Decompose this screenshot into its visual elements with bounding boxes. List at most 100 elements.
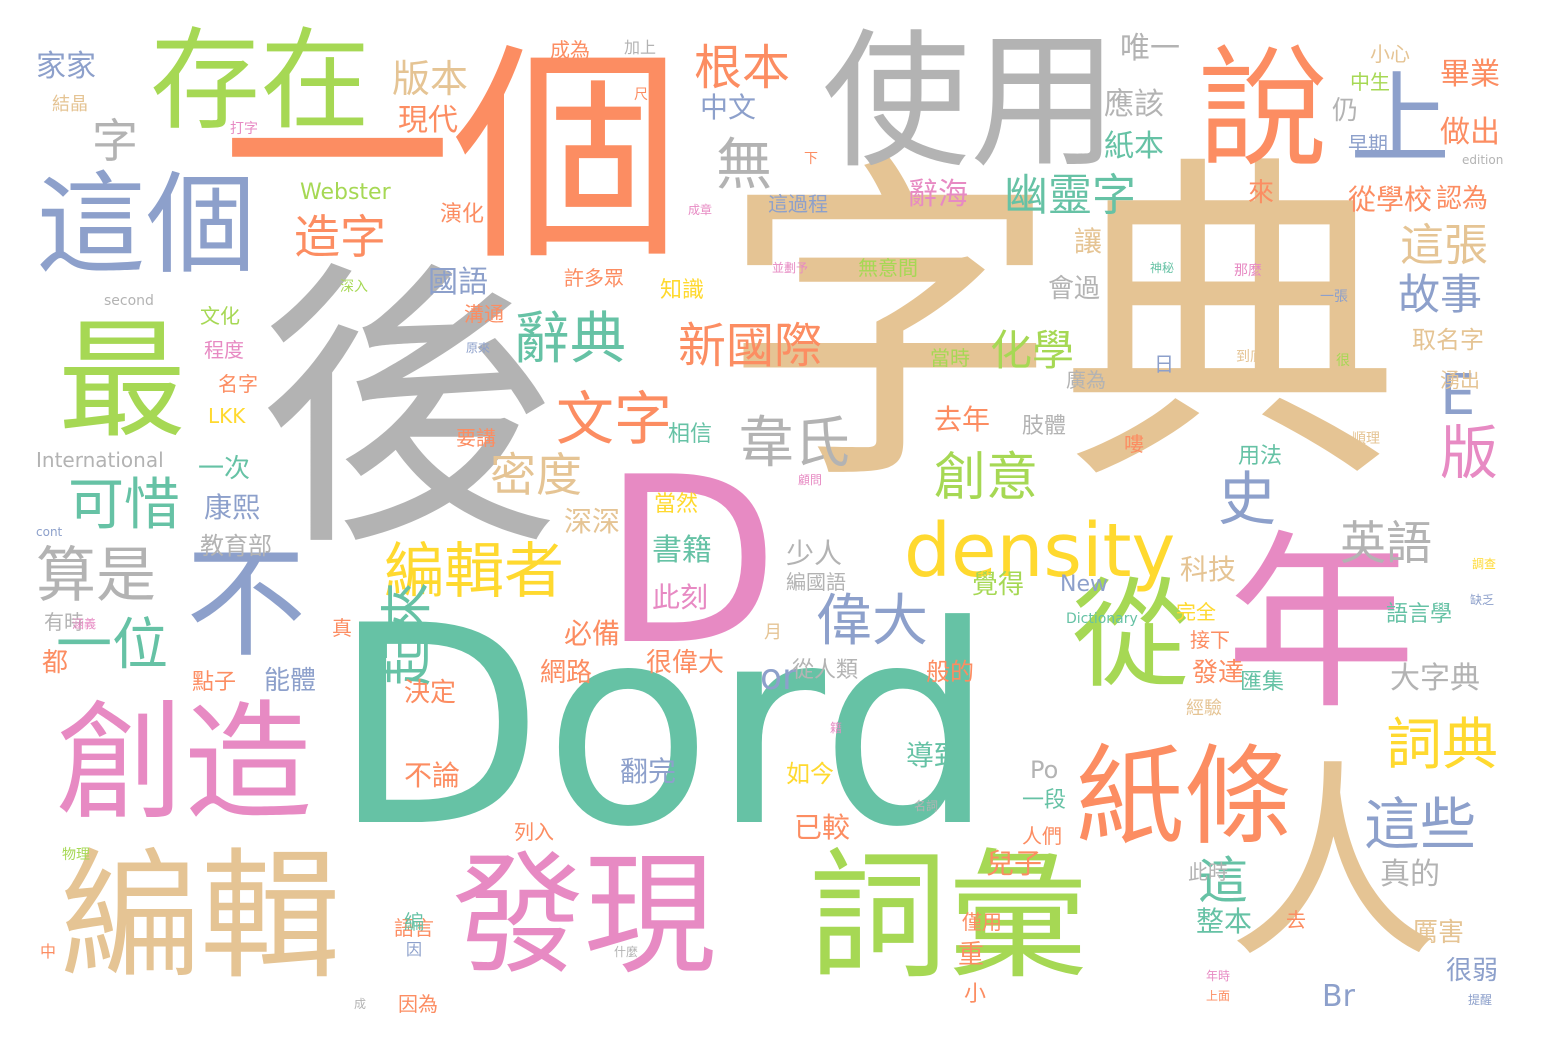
cloud-word: 使用 <box>822 16 1118 188</box>
cloud-word: 因為 <box>398 992 438 1016</box>
cloud-word: 必備 <box>564 617 621 650</box>
cloud-word: 幽靈字 <box>1004 170 1136 221</box>
cloud-word: 神秘 <box>1150 261 1175 275</box>
cloud-word: 許多眾 <box>564 266 624 290</box>
cloud-word: 什麼 <box>614 945 639 959</box>
cloud-word: 日 <box>1154 352 1174 376</box>
cloud-word: 來 <box>1248 178 1275 208</box>
cloud-word: 語言學 <box>1386 602 1453 627</box>
cloud-word: 應該 <box>1104 87 1164 122</box>
cloud-word: Webster <box>300 180 391 205</box>
cloud-word: 故事 <box>1398 270 1483 319</box>
cloud-word: 韋氏 <box>738 411 850 476</box>
cloud-word: 程度 <box>204 338 244 362</box>
cloud-word: 書籍 <box>652 533 712 568</box>
cloud-word: 中文 <box>700 91 757 124</box>
cloud-word: 顧問 <box>798 473 823 487</box>
cloud-word: 中 <box>40 942 57 961</box>
cloud-word: 兒子 <box>986 847 1043 880</box>
cloud-word: 不 <box>186 535 306 674</box>
cloud-word: 字 <box>92 114 138 168</box>
cloud-word: 科技 <box>1180 553 1237 586</box>
cloud-word: 成 <box>354 997 367 1011</box>
cloud-word: 演化 <box>440 202 485 227</box>
cloud-word: 密度 <box>490 448 582 502</box>
cloud-word: LKK <box>208 404 246 428</box>
cloud-word: 要講 <box>456 426 496 450</box>
cloud-word: 籍 <box>830 721 843 735</box>
cloud-word: 湧出 <box>1440 368 1480 392</box>
cloud-word: 有時 <box>44 610 84 634</box>
cloud-word: 發現 <box>452 839 716 993</box>
cloud-word: 偉大 <box>816 589 928 654</box>
cloud-word: 版 <box>1440 419 1499 487</box>
cloud-word: 無意間 <box>858 256 918 280</box>
cloud-word: 成為 <box>550 38 590 62</box>
cloud-word: 月 <box>764 622 782 643</box>
cloud-word: Dord <box>332 567 995 887</box>
cloud-word: 因 <box>406 940 423 959</box>
cloud-word: 從學校 <box>1348 183 1433 216</box>
cloud-word: 溝通 <box>464 302 504 326</box>
cloud-word: 唯一 <box>1120 31 1180 66</box>
cloud-word: 調查 <box>1472 557 1497 571</box>
cloud-word: 做出 <box>1440 115 1500 150</box>
cloud-word: 畢業 <box>1440 57 1500 92</box>
cloud-word: 點子 <box>192 670 237 695</box>
cloud-word: 取名字 <box>1412 326 1484 354</box>
cloud-word: 康熙 <box>204 491 261 524</box>
cloud-word: 重 <box>958 940 985 970</box>
cloud-word: 都 <box>42 648 69 678</box>
cloud-word: 決定 <box>404 678 457 708</box>
cloud-word: 少人 <box>786 537 843 570</box>
cloud-word: 列入 <box>514 820 554 844</box>
cloud-word: 如今 <box>786 760 834 788</box>
cloud-word: 嘍 <box>1124 432 1144 456</box>
cloud-word: D <box>602 429 780 696</box>
cloud-word: 那麼 <box>1234 263 1262 279</box>
cloud-word: 這張 <box>1400 220 1488 271</box>
cloud-word: Br <box>1322 979 1355 1014</box>
cloud-word: 存在 <box>150 17 370 145</box>
cloud-word: 家家 <box>36 49 96 84</box>
cloud-word: 造字 <box>294 210 386 264</box>
cloud-word: 名詞 <box>914 799 939 813</box>
cloud-word: New <box>1060 572 1108 597</box>
cloud-word: 創造 <box>56 689 313 838</box>
cloud-word: 編國語 <box>786 570 846 594</box>
cloud-word: 編 <box>404 910 424 934</box>
cloud-word: 讓 <box>1074 225 1103 258</box>
cloud-word: 深入 <box>340 279 368 295</box>
cloud-word: 小心 <box>1370 42 1410 66</box>
cloud-word: 加上 <box>624 38 657 57</box>
cloud-word: 化學 <box>990 326 1075 375</box>
cloud-word: 當時 <box>930 346 970 370</box>
cloud-word: 會過 <box>1048 274 1101 304</box>
cloud-word: 中生 <box>1350 70 1390 94</box>
cloud-word: 人 <box>1228 742 1439 987</box>
cloud-word: 紙條 <box>1076 735 1293 860</box>
cloud-word: 從人類 <box>792 658 859 683</box>
cloud-word: 厲害 <box>1412 918 1465 948</box>
cloud-word: 已較 <box>794 811 851 844</box>
cloud-word: Po <box>1030 756 1059 784</box>
cloud-word: 知識 <box>660 278 705 303</box>
cloud-word: 廣為 <box>1066 368 1106 392</box>
cloud-word: 真 <box>332 616 352 640</box>
cloud-word: International <box>36 448 164 472</box>
cloud-word: 匯集 <box>1240 670 1285 695</box>
cloud-word: cont <box>36 525 63 539</box>
cloud-word: 起來 <box>378 581 438 686</box>
cloud-word: 經驗 <box>1186 698 1222 719</box>
cloud-word: 一段 <box>1022 788 1067 813</box>
cloud-word: 真的 <box>1380 857 1440 892</box>
cloud-word: 物理 <box>62 847 90 863</box>
cloud-word: 早期 <box>1348 132 1388 156</box>
cloud-word: or <box>760 657 797 698</box>
cloud-word: 此時 <box>1188 860 1228 884</box>
cloud-word: 提醒 <box>1468 993 1493 1007</box>
cloud-word: 創意 <box>934 448 1039 508</box>
cloud-word: 很弱 <box>1446 956 1499 986</box>
cloud-word: 一個 <box>222 25 683 292</box>
